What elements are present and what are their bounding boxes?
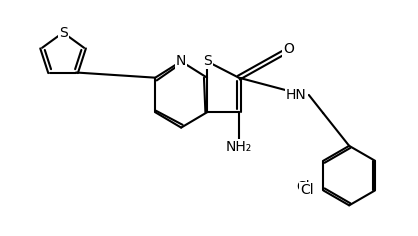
Text: HN: HN — [286, 88, 307, 102]
Text: Cl: Cl — [296, 180, 310, 194]
Text: Cl: Cl — [300, 183, 314, 198]
Text: NH₂: NH₂ — [226, 140, 252, 154]
Text: N: N — [176, 54, 186, 68]
Text: S: S — [59, 25, 67, 40]
Text: O: O — [283, 42, 294, 56]
Text: S: S — [203, 54, 212, 68]
